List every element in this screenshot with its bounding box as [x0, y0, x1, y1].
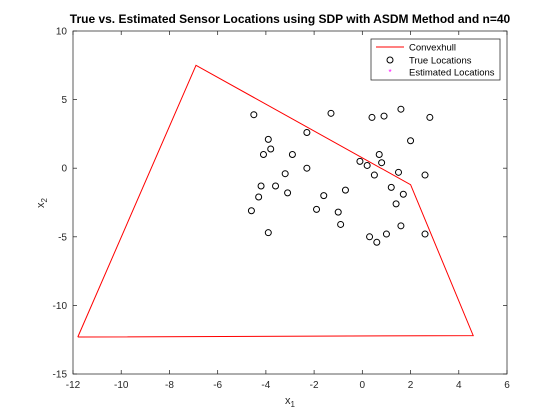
true-location-point	[281, 170, 289, 178]
true-location-point	[378, 159, 386, 167]
true-location-point	[370, 171, 378, 179]
true-location-point	[368, 113, 376, 121]
x-axis-label: x1	[285, 395, 296, 409]
y-tick-label: -5	[58, 232, 67, 243]
legend-estimated-swatch: *	[388, 68, 391, 77]
true-location-point	[395, 168, 402, 176]
true-location-point	[264, 229, 272, 237]
legend: Convexhull True Locations * Estimated Lo…	[370, 38, 501, 81]
true-location-point	[320, 192, 328, 200]
true-location-point	[407, 137, 415, 145]
true-location-point	[255, 193, 263, 201]
true-location-point	[337, 220, 345, 228]
legend-estimated-label: Estimated Locations	[409, 68, 495, 79]
axes-box	[72, 30, 508, 375]
true-location-point	[250, 111, 258, 119]
true-location-point	[421, 171, 429, 179]
plot-area	[73, 31, 507, 374]
x-tick-label: -4	[261, 380, 270, 391]
true-location-point	[397, 105, 405, 113]
y-tick-label: 0	[61, 164, 67, 175]
true-location-point	[303, 129, 311, 137]
x-tick-label: -8	[165, 380, 174, 391]
true-location-point	[397, 222, 405, 230]
true-location-point	[267, 145, 275, 153]
x-tick-label: 0	[360, 380, 366, 391]
true-location-point	[382, 230, 390, 238]
true-location-point	[392, 200, 400, 208]
y-axis-label-base: x	[35, 202, 47, 208]
true-location-point	[272, 182, 280, 190]
legend-true-swatch	[386, 56, 394, 64]
convexhull-line	[77, 64, 474, 338]
x-axis-ticks: -12 -10 -8 -6 -4 -2 0 2 4 6	[66, 31, 510, 391]
true-location-point	[257, 182, 265, 190]
x-tick-label: -2	[310, 380, 319, 391]
chart-title: True vs. Estimated Sensor Locations usin…	[70, 12, 511, 26]
true-location-point	[288, 150, 296, 158]
true-location-point	[264, 135, 272, 143]
true-location-point	[284, 189, 292, 197]
legend-convexhull-label: Convexhull	[409, 43, 456, 54]
x-tick-label: -6	[213, 380, 222, 391]
y-axis-ticks: -15 -10 -5 0 5 10	[53, 27, 507, 381]
legend-true-label: True Locations	[409, 56, 472, 67]
x-tick-label: 6	[504, 380, 510, 391]
y-axis-label: x2	[35, 197, 49, 208]
true-location-point	[363, 161, 371, 169]
y-tick-label: 10	[56, 27, 68, 38]
true-location-point	[341, 186, 349, 194]
true-location-point	[327, 109, 335, 117]
true-location-point	[380, 112, 388, 120]
true-location-point	[375, 150, 383, 158]
true-location-point	[421, 230, 429, 238]
true-location-point	[247, 207, 255, 215]
x-tick-label: -10	[114, 380, 129, 391]
true-location-point	[259, 150, 267, 158]
true-location-point	[426, 113, 434, 121]
x-tick-label: 2	[408, 380, 414, 391]
true-location-point	[334, 208, 342, 216]
x-axis-label-base: x	[285, 395, 291, 407]
y-tick-label: -10	[53, 301, 68, 312]
true-location-point	[373, 238, 381, 246]
true-location-point	[387, 183, 395, 191]
x-tick-label: -12	[66, 380, 81, 391]
true-location-point	[356, 157, 364, 165]
y-tick-label: -15	[53, 370, 68, 381]
y-axis-label-sub: 2	[40, 197, 49, 202]
true-location-point	[313, 205, 321, 213]
data-layer	[77, 64, 474, 338]
true-location-point	[366, 233, 374, 241]
x-tick-label: 4	[456, 380, 462, 391]
x-axis-label-sub: 1	[291, 400, 296, 409]
true-location-point	[399, 190, 407, 198]
true-location-point	[303, 164, 311, 172]
y-tick-label: 5	[61, 95, 67, 106]
